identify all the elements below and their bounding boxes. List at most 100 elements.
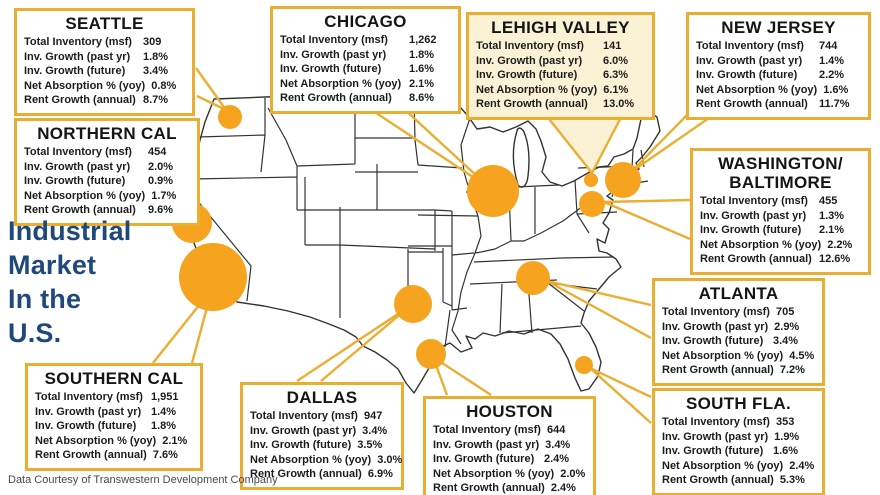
metric-value: 1.9% [774,430,800,443]
metric-row: Inv. Growth (past yr) 3.4% [433,438,586,453]
metric-row: Inv. Growth (past yr) 3.4% [250,424,394,439]
metric-label: Net Absorption % (yoy) [476,83,598,96]
data-source-note: Data Courtesy of Transwestern Developmen… [8,474,278,486]
bubble-atlanta [516,261,550,295]
metric-label: Total Inventory (msf) [24,36,132,48]
metric-row: Total Inventory (msf) 1,262 [280,33,451,48]
metric-row: Inv. Growth (past yr) 2.0% [24,160,190,175]
metric-row: Inv. Growth (future) 1.6% [280,62,451,77]
market-title-dallas: DALLAS [286,388,358,407]
metric-value: 6.9% [367,468,393,480]
metric-value: 12.6% [819,253,851,265]
metric-value: 6.0% [603,54,629,67]
metric-label: Total Inventory (msf) [280,34,388,46]
metric-value: 744 [819,40,838,52]
metric-value: 6.1% [603,83,629,96]
metric-value: 7.6% [152,449,178,461]
metric-value: 2.4% [789,459,815,472]
page-title-line: U.S. [8,318,62,348]
metric-value: 2.4% [550,482,576,494]
metric-value: 141 [603,40,622,52]
metric-value: 1.7% [151,189,177,202]
metric-value: 1,262 [409,34,437,46]
metric-label: Total Inventory (msf) [700,195,808,207]
metric-label: Net Absorption % (yoy) [24,189,146,202]
metric-value: 1.6% [773,445,799,457]
metric-row: Inv. Growth (future) 6.3% [476,68,645,83]
market-title-houston: HOUSTON [466,402,553,421]
metric-row: Rent Growth (annual) 6.9% [250,467,394,482]
metric-row: Rent Growth (annual) 8.7% [24,93,185,108]
market-title-lehigh-valley: LEHIGH VALLEY [491,18,630,37]
leader-south-fla [588,366,652,424]
metric-value: 6.3% [603,69,629,81]
metric-row: Inv. Growth (future) 2.2% [696,68,861,83]
metric-row: Rent Growth (annual) 9.6% [24,203,190,218]
metric-row: Net Absorption % (yoy) 6.1% [476,83,645,98]
metric-value: 0.9% [148,175,174,187]
metric-label: Inv. Growth (past yr) [24,50,131,63]
metric-label: Inv. Growth (past yr) [280,48,387,61]
market-box-atlanta: ATLANTA Total Inventory (msf) 705 Inv. Grow… [652,278,825,386]
metric-value: 2.1% [819,224,845,236]
metric-row: Net Absorption % (yoy) 3.0% [250,453,402,468]
metric-label: Inv. Growth (past yr) [662,430,769,443]
market-box-southern-cal: SOUTHERN CAL Total Inventory (msf) 1,951 In… [25,363,203,471]
metric-row: Inv. Growth (past yr) 1.4% [35,405,193,420]
metric-label: Inv. Growth (past yr) [696,54,803,67]
metric-label: Net Absorption % (yoy) [700,238,822,251]
metric-label: Inv. Growth (past yr) [476,54,583,67]
metric-row: Rent Growth (annual) 2.4% [433,481,586,495]
market-box-seattle: SEATTLE Total Inventory (msf) 309 Inv. Grow… [14,8,195,116]
metric-label: Rent Growth (annual) [250,468,362,480]
metric-row: Inv. Growth (future) 3.4% [24,64,185,79]
state-borders [191,96,649,348]
metric-row: Net Absorption % (yoy) 1.7% [24,189,190,204]
metric-value: 3.4% [545,438,571,451]
metric-label: Inv. Growth (past yr) [250,424,357,437]
market-box-south-fla: SOUTH FLA. Total Inventory (msf) 353 Inv. G… [652,388,825,495]
metric-label: Inv. Growth (past yr) [662,320,769,333]
metric-value: 455 [819,195,838,207]
metric-label: Inv. Growth (future) [696,69,798,81]
metric-value: 9.6% [148,204,174,216]
metric-value: 1.8% [143,50,169,63]
metric-label: Inv. Growth (past yr) [35,405,142,418]
metric-row: Net Absorption % (yoy) 2.4% [662,459,815,474]
metric-row: Inv. Growth (future) 1.6% [662,444,815,459]
metric-row: Inv. Growth (past yr) 2.9% [662,320,815,335]
metric-row: Rent Growth (annual) 11.7% [696,97,861,112]
metric-label: Rent Growth (annual) [24,204,136,216]
metric-value: 644 [546,424,566,436]
metric-row: Total Inventory (msf) 309 [24,35,185,50]
metric-label: Inv. Growth (past yr) [24,160,131,173]
metric-label: Net Absorption % (yoy) [24,79,146,92]
metric-row: Inv. Growth (past yr) 6.0% [476,54,645,69]
metric-label: Inv. Growth (future) [35,420,137,432]
metric-row: Inv. Growth (future) 3.5% [250,438,394,453]
metric-row: Total Inventory (msf) 705 [662,305,815,320]
metric-value: 3.4% [362,424,388,437]
metric-label: Total Inventory (msf) [433,424,541,436]
metric-label: Inv. Growth (future) [476,69,578,81]
page-title-line: In the [8,284,82,314]
metric-value: 1.6% [409,63,435,75]
metric-row: Inv. Growth (past yr) 1.9% [662,430,815,445]
bubble-washington-baltimore [579,191,605,217]
metric-value: 1.4% [151,405,177,418]
metric-row: Inv. Growth (future) 2.4% [433,452,586,467]
metric-row: Net Absorption % (yoy) 4.5% [662,349,815,364]
market-box-washington-baltimore: WASHINGTON/ BALTIMORE Total Inventory (ms… [690,148,871,275]
metric-label: Inv. Growth (future) [250,439,352,451]
metric-row: Rent Growth (annual) 5.3% [662,473,815,488]
metric-label: Rent Growth (annual) [662,364,774,376]
market-box-chicago: CHICAGO Total Inventory (msf) 1,262 Inv. Gr… [270,6,461,114]
metric-row: Total Inventory (msf) 947 [250,409,394,424]
market-title-new-jersey: NEW JERSEY [721,18,836,37]
metric-label: Inv. Growth (future) [24,65,126,77]
metric-label: Total Inventory (msf) [250,410,358,422]
metric-value: 947 [363,410,383,422]
metric-row: Net Absorption % (yoy) 2.1% [280,77,451,92]
metric-label: Inv. Growth (future) [24,175,126,187]
page-title: Industrial Market In the U.S. [8,214,132,350]
